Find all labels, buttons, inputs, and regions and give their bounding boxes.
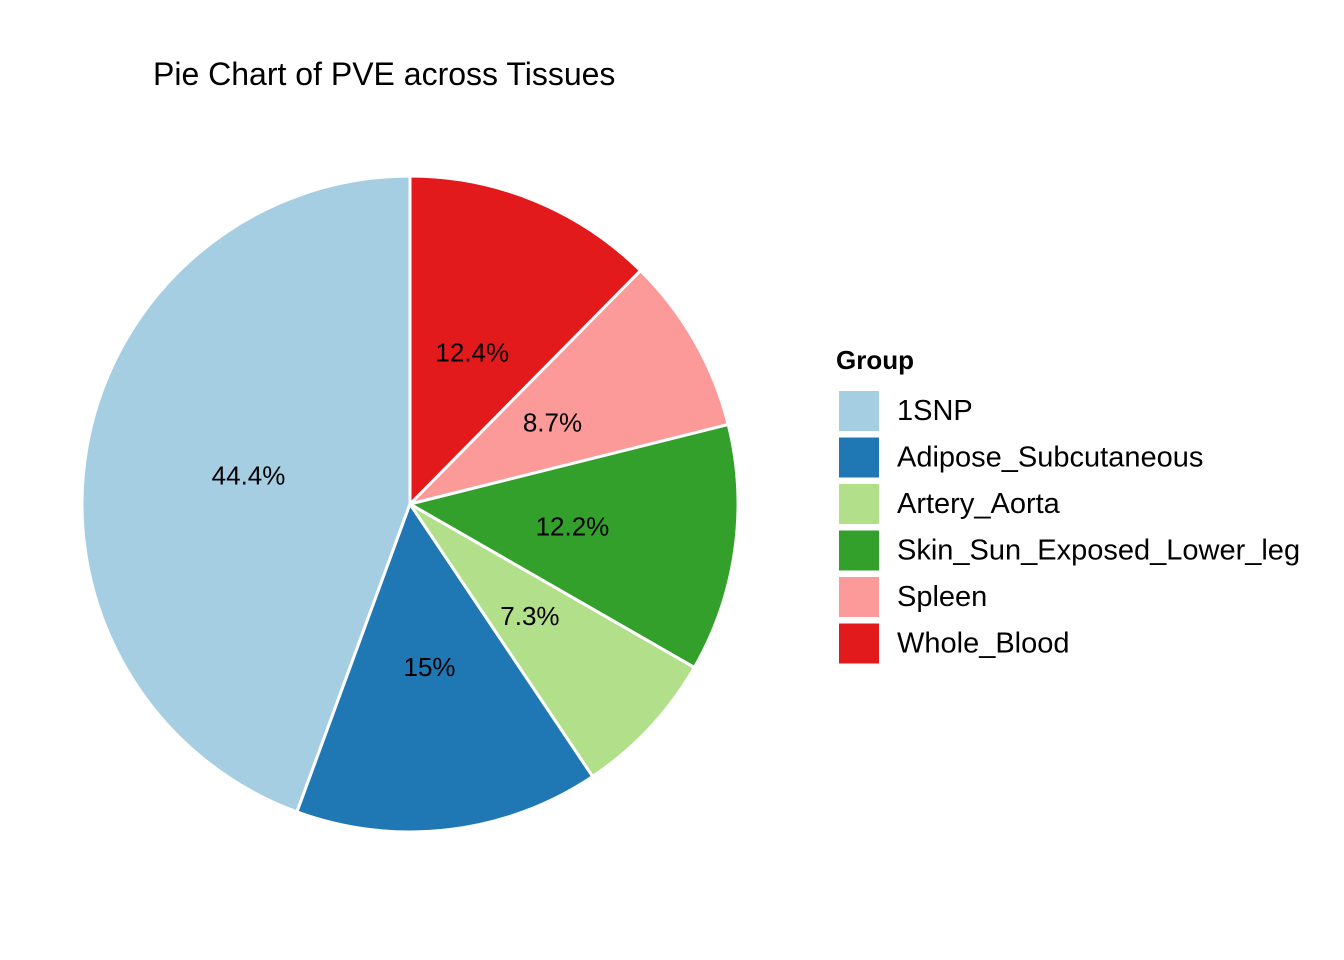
legend-item-adipose-subcutaneous: Adipose_Subcutaneous — [837, 435, 1203, 480]
legend-items: 1SNP Adipose_Subcutaneous Artery_Aorta Skin… — [837, 389, 1300, 666]
legend-swatch — [837, 435, 881, 480]
legend-label: Skin_Sun_Exposed_Lower_leg — [897, 535, 1300, 567]
legend-swatch — [837, 575, 881, 619]
legend-label: Artery_Aorta — [897, 488, 1061, 520]
pie-slice-1snp — [80, 174, 412, 814]
legend-label: Adipose_Subcutaneous — [897, 442, 1203, 474]
pie-slice-skin-sun-exposed-lower-leg — [408, 422, 740, 669]
slice-label-1snp: 44.4% — [212, 460, 286, 490]
legend-item-1snp: 1SNP — [837, 389, 973, 433]
legend-label: Spleen — [897, 581, 987, 613]
pie-slice-labels: 44.4% 15% 7.3% 12.2% 8.7% 12.4% — [212, 337, 610, 682]
slice-label-artery-aorta: 7.3% — [500, 601, 559, 631]
legend-swatch — [837, 389, 881, 433]
slice-label-whole-blood: 12.4% — [435, 337, 509, 367]
pie-slice-spleen — [408, 269, 730, 506]
pie-slice-artery-aorta — [408, 502, 696, 778]
legend-item-artery-aorta: Artery_Aorta — [837, 482, 1061, 526]
slice-label-adipose-subcutaneous: 15% — [404, 652, 456, 682]
legend-item-whole-blood: Whole_Blood — [837, 621, 1070, 666]
slice-label-skin-sun-exposed-lower-leg: 12.2% — [536, 512, 610, 542]
pie-slice-adipose-subcutaneous — [295, 502, 595, 834]
legend-label: Whole_Blood — [897, 628, 1070, 660]
chart-title: Pie Chart of PVE across Tissues — [153, 56, 615, 92]
legend-swatch — [837, 482, 881, 526]
legend-item-spleen: Spleen — [837, 575, 987, 619]
slice-label-spleen: 8.7% — [523, 408, 582, 438]
legend: Group 1SNP Adipose_Subcutaneous Artery_Aor… — [836, 345, 1300, 666]
legend-swatch — [837, 621, 881, 666]
legend-title: Group — [836, 345, 914, 375]
legend-swatch — [837, 528, 881, 573]
pie-slice-whole-blood — [408, 174, 642, 506]
legend-label: 1SNP — [897, 395, 973, 427]
legend-item-skin-sun-exposed-lower-leg: Skin_Sun_Exposed_Lower_leg — [837, 528, 1300, 573]
pie-slices — [80, 174, 740, 834]
